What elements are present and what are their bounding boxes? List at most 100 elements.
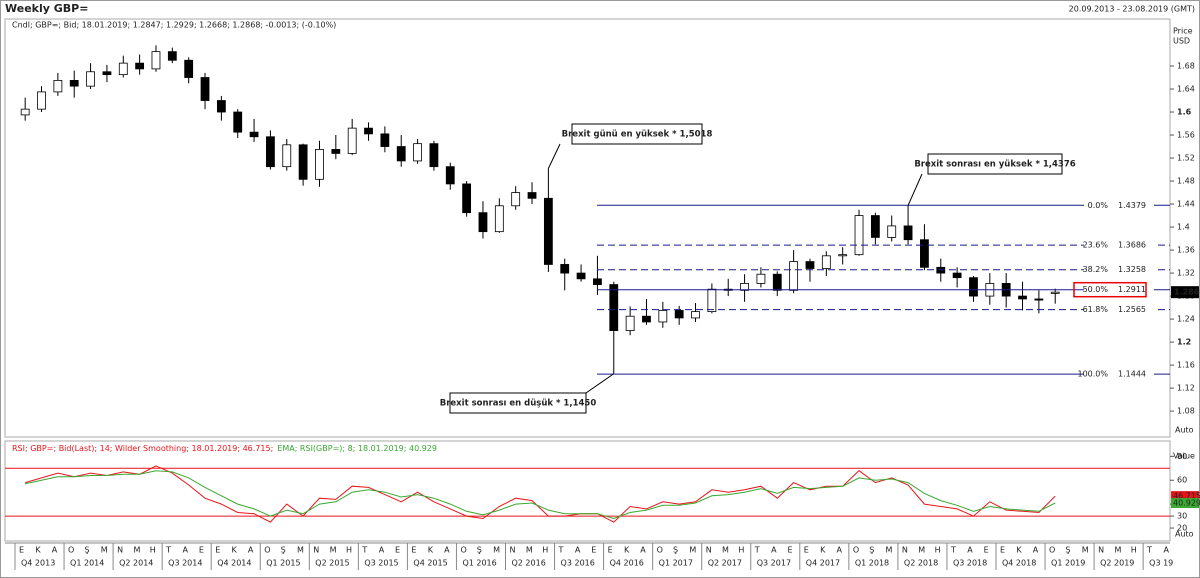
x-quarter-label: Q1 2016 <box>462 559 496 568</box>
x-month-label: K <box>1016 546 1022 555</box>
x-month-label: H <box>738 546 744 555</box>
x-month-label: M <box>918 546 925 555</box>
x-quarter-label: Q2 2014 <box>119 559 153 568</box>
candle-body <box>511 192 521 207</box>
candle-body <box>609 284 619 331</box>
y-tick-label: 1.36 <box>1177 246 1195 255</box>
x-month-label: T <box>754 546 760 555</box>
x-month-label: E <box>395 546 400 555</box>
candle-body <box>315 149 324 180</box>
annotation-pointer <box>585 373 615 394</box>
x-month-label: Ş <box>477 546 482 555</box>
x-quarter-label: Q3 2016 <box>561 559 595 568</box>
x-month-label: H <box>542 546 548 555</box>
fib-label-bg <box>1084 264 1154 275</box>
y-tick-label: 1.08 <box>1177 407 1195 416</box>
x-month-label: Ş <box>673 546 678 555</box>
current-value-box <box>1171 498 1199 509</box>
x-month-label: A <box>248 546 254 555</box>
y-tick-label: 1.4 <box>1177 223 1190 232</box>
annotation-box <box>927 153 1063 175</box>
x-quarter-label: Q3 19 <box>1149 559 1173 568</box>
candle-body <box>494 205 504 233</box>
x-month-label: M <box>1082 546 1089 555</box>
candle-body <box>543 197 553 265</box>
legend: RSI; GBP=; Bid(Last); 14; Wilder Smoothi… <box>12 444 437 453</box>
candle-body <box>740 283 749 291</box>
annotation-box <box>571 123 703 145</box>
candle-body <box>887 225 897 238</box>
x-quarter-label: Q2 2015 <box>315 559 349 568</box>
candle-body <box>347 127 357 154</box>
x-quarter-label: Q4 2018 <box>1002 559 1036 568</box>
x-month-label: K <box>820 546 826 555</box>
candle-body <box>135 62 145 70</box>
candle-body <box>593 278 602 285</box>
x-month-label: T <box>950 546 956 555</box>
candle-body <box>1034 298 1044 301</box>
annotation: Brexit günü en yüksek * 1,5018 <box>562 130 713 140</box>
y-tick-label: 1.6 <box>1177 108 1192 117</box>
x-month-label: E <box>411 546 416 555</box>
x-month-label: T <box>1146 546 1152 555</box>
x-month-label: N <box>1098 546 1104 555</box>
fib-pct: 23.6% <box>1083 241 1109 250</box>
rsi-pane <box>4 440 1171 542</box>
x-quarter-label: Q3 2014 <box>168 559 202 568</box>
candle-body <box>200 77 210 101</box>
candle-body <box>560 264 570 274</box>
fib-label-bg <box>1084 369 1154 380</box>
x-month-label: M <box>297 546 304 555</box>
candle-body <box>266 136 275 168</box>
candle-body <box>691 311 700 319</box>
candle-body <box>674 310 684 319</box>
x-month-label: M <box>526 546 533 555</box>
y-tick-label: 1.52 <box>1177 154 1195 163</box>
candle-body <box>151 51 161 70</box>
x-month-label: O <box>264 546 270 555</box>
candle-body <box>364 127 373 135</box>
x-quarter-label: Q1 2018 <box>855 559 889 568</box>
x-month-label: M <box>133 546 140 555</box>
x-month-label: A <box>837 546 843 555</box>
x-month-label: O <box>68 546 74 555</box>
x-quarter-label: Q1 2014 <box>70 559 104 568</box>
candle-body <box>903 225 913 241</box>
x-month-label: E <box>804 546 809 555</box>
x-month-label: O <box>853 546 859 555</box>
y-tick-label: 1.64 <box>1177 85 1195 94</box>
candle-body <box>249 131 259 138</box>
x-month-label: A <box>1033 546 1039 555</box>
y-tick-label: 1.68 <box>1177 62 1195 71</box>
x-month-label: K <box>428 546 434 555</box>
x-month-label: M <box>493 546 500 555</box>
x-quarter-label: Q1 2017 <box>659 559 693 568</box>
x-month-label: M <box>886 546 893 555</box>
x-month-label: N <box>902 546 908 555</box>
x-month-label: Ş <box>281 546 286 555</box>
fib-value: 1.4379 <box>1118 201 1146 210</box>
fib-label-bg <box>1084 284 1154 295</box>
legend-entry: EMA; RSI(GBP=); 8; 18.01.2019; 40.929 <box>277 444 437 453</box>
candle-body <box>756 273 766 284</box>
x-quarter-label: Q4 2013 <box>21 559 55 568</box>
x-month-label: M <box>330 546 337 555</box>
x-month-label: E <box>591 546 596 555</box>
annotation-pointer <box>907 173 923 206</box>
last-price: 1.2868 <box>1174 288 1200 297</box>
x-month-label: N <box>706 546 712 555</box>
candle-body <box>920 239 929 268</box>
page-title: Weekly GBP= <box>5 2 88 15</box>
x-month-label: H <box>150 546 156 555</box>
x-month-label: T <box>361 546 367 555</box>
y-tick-label: 1.44 <box>1177 200 1195 209</box>
x-month-label: E <box>199 546 204 555</box>
y-tick-label: 1.48 <box>1177 177 1195 186</box>
current-value-box <box>1171 491 1199 502</box>
annotation-pointer <box>547 143 561 169</box>
y-label: Value <box>1173 452 1195 461</box>
candle-body <box>772 273 782 291</box>
candle-body <box>118 62 128 76</box>
current-value: 40.929 <box>1173 499 1200 508</box>
